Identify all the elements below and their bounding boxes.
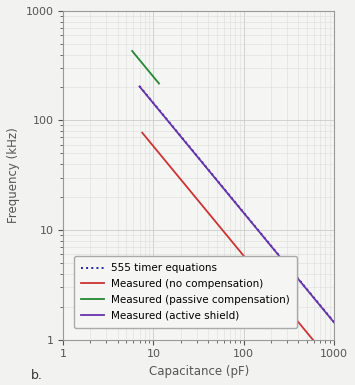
Measured (no compensation) [141, 131, 145, 136]
Measured (passive compensation) [135, 55, 140, 60]
Measured (active shield) [252, 224, 257, 229]
Measured (passive compensation) [155, 79, 159, 83]
Y-axis label: Frequency (kHz): Frequency (kHz) [7, 127, 20, 223]
Measured (passive compensation) [146, 68, 150, 73]
Measured (active shield) [138, 85, 142, 90]
Line: Measured (passive compensation): Measured (passive compensation) [132, 51, 159, 84]
555 timer equations [253, 224, 257, 229]
Measured (no compensation) [314, 341, 318, 346]
Measured (passive compensation) [157, 81, 161, 86]
Measured (no compensation) [254, 269, 258, 274]
Measured (active shield) [256, 229, 261, 233]
Measured (active shield) [332, 320, 336, 325]
Measured (no compensation) [140, 131, 144, 135]
555 timer equations [137, 84, 142, 89]
Measured (no compensation) [302, 326, 306, 331]
Legend: 555 timer equations, Measured (no compensation), Measured (passive compensation): 555 timer equations, Measured (no compen… [74, 256, 297, 328]
Measured (active shield) [253, 225, 257, 229]
Measured (active shield) [137, 84, 142, 89]
555 timer equations [256, 228, 261, 233]
Measured (no compensation) [254, 268, 258, 273]
Measured (active shield) [301, 283, 306, 288]
Line: Measured (active shield): Measured (active shield) [140, 87, 334, 323]
555 timer equations [301, 283, 306, 287]
Line: 555 timer equations: 555 timer equations [140, 86, 334, 322]
Measured (no compensation) [257, 273, 262, 278]
555 timer equations [332, 320, 336, 325]
Measured (active shield) [314, 298, 318, 303]
555 timer equations [138, 85, 142, 89]
Measured (no compensation) [332, 363, 336, 368]
Measured (passive compensation) [144, 65, 148, 70]
555 timer equations [314, 298, 318, 302]
Measured (passive compensation) [136, 56, 141, 61]
Measured (passive compensation) [130, 49, 134, 53]
Line: Measured (no compensation): Measured (no compensation) [142, 133, 334, 365]
Measured (passive compensation) [155, 80, 160, 84]
X-axis label: Capacitance (pF): Capacitance (pF) [148, 365, 249, 378]
Text: b.: b. [31, 369, 43, 382]
555 timer equations [252, 224, 257, 228]
